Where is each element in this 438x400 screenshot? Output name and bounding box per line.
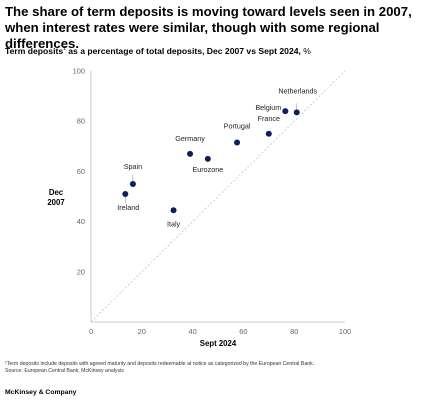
- point-netherlands: [293, 109, 300, 116]
- point-label-france: France: [258, 114, 280, 123]
- point-eurozone: [204, 155, 211, 162]
- point-portugal: [234, 139, 241, 146]
- point-ireland: [122, 190, 129, 197]
- chart-marks: Netherlands Belgium France Portugal Germany E…: [117, 86, 317, 228]
- x-tick-label: 80: [290, 327, 298, 336]
- chart-headline: The share of term deposits is moving tow…: [5, 4, 412, 51]
- point-label-germany: Germany: [175, 134, 205, 143]
- footnote-definition: ¹Term deposits include deposits with agr…: [5, 361, 315, 367]
- point-label-belgium: Belgium: [255, 103, 281, 112]
- reference-line: [90, 70, 346, 323]
- subtitle-rest: as a percentage of total deposits, Dec 2…: [65, 46, 301, 56]
- chart-subtitle: Term deposits1 as a percentage of total …: [5, 46, 433, 56]
- y-tick-label: 100: [73, 67, 85, 76]
- x-tick-label: 20: [138, 327, 146, 336]
- point-france: [265, 130, 272, 137]
- point-label-ireland: Ireland: [117, 203, 139, 212]
- y-tick-label: 20: [77, 267, 85, 276]
- x-tick-label: 40: [188, 327, 196, 336]
- point-spain: [129, 180, 136, 187]
- x-tick-label: 100: [339, 327, 351, 336]
- footnote-marker: 1: [63, 46, 66, 53]
- y-tick-label: 80: [77, 117, 85, 126]
- point-italy: [170, 207, 177, 214]
- chart-footnote: ¹Term deposits include deposits with agr…: [5, 361, 433, 375]
- y-tick-label: 40: [77, 217, 85, 226]
- footnote-source: Source: European Central Bank; McKinsey …: [5, 368, 124, 374]
- subtitle-main: Term deposits: [5, 46, 64, 56]
- point-label-italy: Italy: [167, 219, 181, 228]
- y-axis-label: 2007: [47, 198, 64, 207]
- point-label-netherlands: Netherlands: [278, 86, 317, 95]
- y-tick-label: 60: [77, 167, 85, 176]
- brand-logo-text: McKinsey & Company: [5, 389, 77, 396]
- y-axis-label: Dec: [49, 188, 64, 197]
- x-tick-label: 60: [239, 327, 247, 336]
- point-label-eurozone: Eurozone: [192, 165, 223, 174]
- point-belgium: [282, 108, 289, 115]
- point-label-portugal: Portugal: [224, 122, 251, 131]
- x-tick-label: 0: [89, 327, 93, 336]
- x-axis-label: Sept 2024: [200, 339, 237, 348]
- point-label-spain: Spain: [124, 162, 142, 171]
- subtitle-unit: %: [300, 46, 311, 56]
- point-germany: [187, 150, 194, 157]
